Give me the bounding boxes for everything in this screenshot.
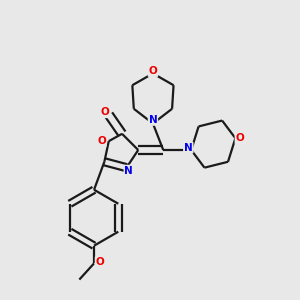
Text: O: O (101, 107, 110, 117)
Text: O: O (97, 136, 106, 146)
Text: O: O (96, 257, 104, 267)
Text: N: N (184, 142, 193, 153)
Text: O: O (148, 66, 157, 76)
Text: O: O (236, 133, 244, 143)
Text: N: N (124, 166, 133, 176)
Text: N: N (148, 115, 157, 125)
